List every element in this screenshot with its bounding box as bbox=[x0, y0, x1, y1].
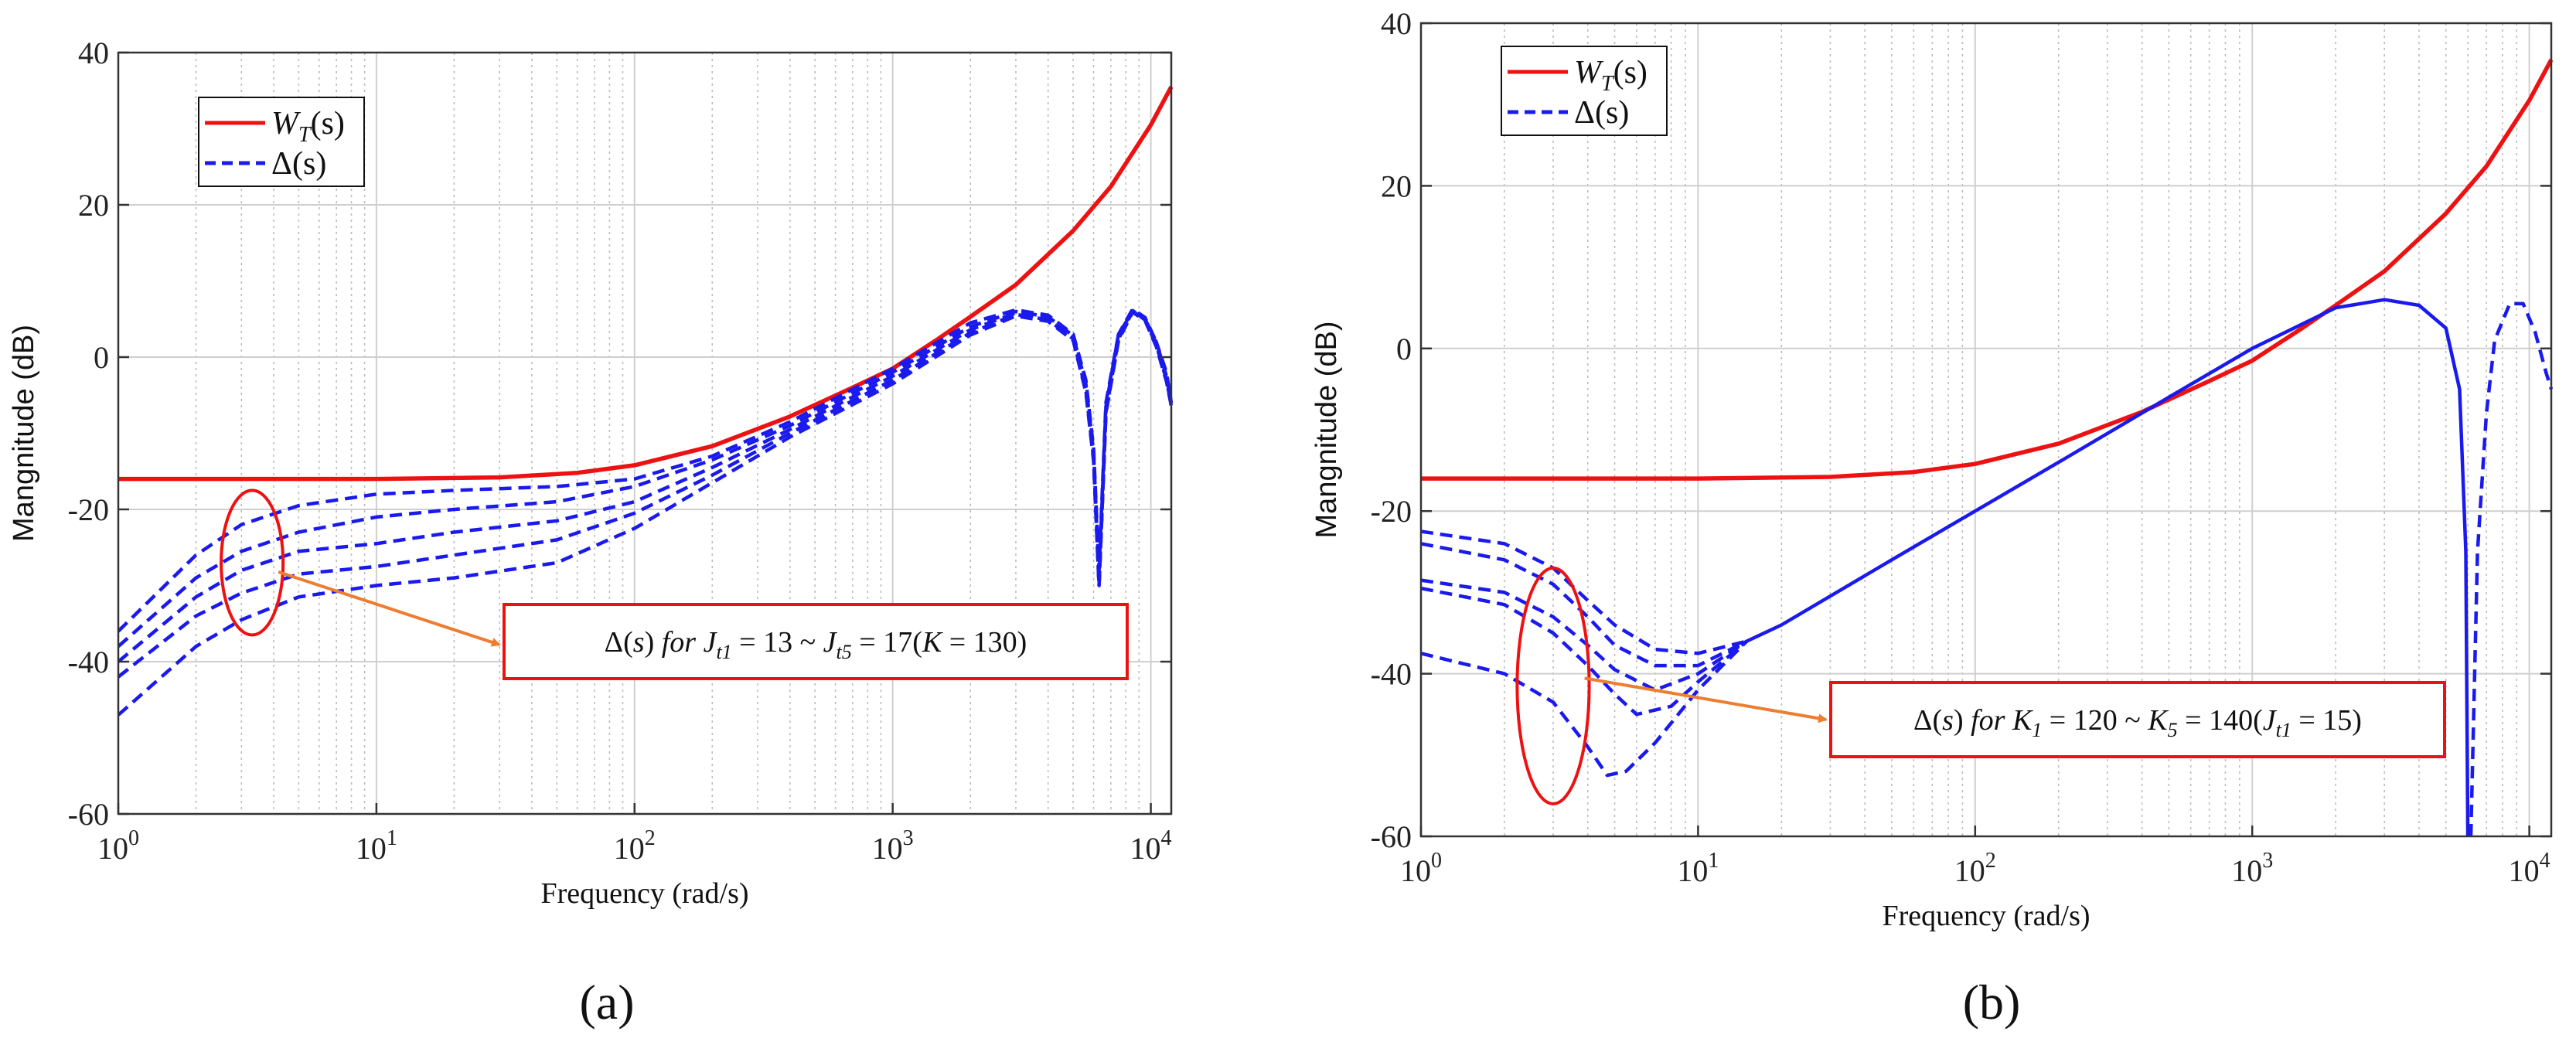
annotation-a: Δ(s) for Jt1 = 13 ~ Jt5 = 17(K = 130) bbox=[220, 489, 1129, 680]
x-tick-label: 103 bbox=[2231, 849, 2273, 888]
legend-a: WT(s)Δ(s) bbox=[198, 97, 365, 187]
x-ticks-b: 100 101 102 103 104 bbox=[1400, 826, 2550, 888]
annotation-box bbox=[503, 603, 1129, 680]
x-ticks-a: 100 101 102 103 104 bbox=[97, 803, 1172, 866]
x-tick-label: 100 bbox=[97, 826, 139, 866]
y-tick-label: -20 bbox=[1371, 494, 1412, 529]
legend-box bbox=[198, 97, 365, 187]
y-tick-label: 20 bbox=[1381, 169, 1412, 203]
y-tick-label: 40 bbox=[1381, 6, 1412, 41]
annotation-ellipse bbox=[220, 489, 285, 637]
legend-label-0: WT(s) bbox=[271, 106, 345, 147]
chart-panel-a: 40 20 0 -20 -40 -60 100 101 102 103 104 Frequency… bbox=[8, 36, 1174, 1030]
x-tick-label: 103 bbox=[872, 826, 914, 866]
y-axis-label-a: Mangnitude (dB) bbox=[8, 325, 40, 542]
series-line-2 bbox=[117, 307, 1174, 648]
legend-label-1: Δ(s) bbox=[271, 146, 326, 182]
annotation-text: Δ(s) for K1 = 120 ~ K5 = 140(Jt1 = 15) bbox=[1913, 704, 2362, 741]
x-tick-label: 104 bbox=[1130, 826, 1172, 866]
x-tick-label: 104 bbox=[2509, 849, 2550, 888]
series-group-a bbox=[117, 86, 1174, 717]
chart-panel-b: 40 20 0 -20 -40 -60 100 101 102 103 104 Frequency… bbox=[1310, 6, 2554, 1030]
y-ticks-b: 40 20 0 -20 -40 -60 bbox=[1371, 6, 2551, 854]
series-group-b bbox=[1420, 58, 2554, 837]
legend-label-0: WT(s) bbox=[1574, 55, 1647, 96]
series-line-4 bbox=[1420, 578, 1748, 692]
y-tick-label: 0 bbox=[1396, 332, 1412, 366]
y-tick-label: -20 bbox=[68, 492, 109, 527]
series-line-5 bbox=[1420, 586, 1748, 717]
y-tick-label: 0 bbox=[94, 340, 109, 375]
y-tick-label: -40 bbox=[68, 645, 109, 679]
panel-label-a: (a) bbox=[579, 975, 634, 1030]
y-tick-label: -60 bbox=[1371, 819, 1412, 854]
y-tick-label: -40 bbox=[1371, 657, 1412, 692]
annotation-text: Δ(s) for Jt1 = 13 ~ Jt5 = 17(K = 130) bbox=[605, 626, 1027, 663]
y-tick-label: 40 bbox=[78, 36, 109, 70]
series-line-0 bbox=[1421, 58, 2554, 481]
x-tick-label: 101 bbox=[1677, 849, 1719, 888]
annotation-b: Δ(s) for K1 = 120 ~ K5 = 140(Jt1 = 15) bbox=[1515, 566, 2446, 805]
y-axis-label-b: Mangnitude (dB) bbox=[1310, 322, 1343, 539]
y-tick-label: -60 bbox=[68, 797, 109, 832]
series-line-2 bbox=[1420, 529, 1748, 655]
legend-b: WT(s)Δ(s) bbox=[1501, 46, 1668, 136]
plot-frame-b bbox=[1419, 22, 2553, 838]
series-line-6 bbox=[1420, 639, 1749, 778]
legend-box bbox=[1501, 46, 1668, 136]
x-tick-label: 102 bbox=[1954, 849, 1996, 888]
x-tick-label: 102 bbox=[614, 826, 656, 866]
panel-label-b: (b) bbox=[1963, 975, 2021, 1030]
x-tick-label: 101 bbox=[356, 826, 397, 866]
annotation-ellipse bbox=[1515, 566, 1591, 805]
plot-frame-a bbox=[117, 51, 1173, 815]
series-line-7 bbox=[2469, 301, 2554, 837]
annotation-arrow bbox=[1584, 676, 1828, 723]
series-line-1 bbox=[1746, 298, 2470, 837]
legend-label-1: Δ(s) bbox=[1574, 95, 1629, 131]
x-axis-label-a: Frequency (rad/s) bbox=[540, 877, 748, 910]
x-tick-label: 100 bbox=[1400, 849, 1442, 888]
y-ticks-a: 40 20 0 -20 -40 -60 bbox=[68, 36, 1171, 832]
y-tick-label: 20 bbox=[78, 188, 109, 223]
series-line-5 bbox=[117, 310, 1174, 717]
annotation-box bbox=[1829, 681, 2446, 758]
annotation-arrow bbox=[278, 570, 501, 647]
x-axis-label-b: Frequency (rad/s) bbox=[1882, 900, 2090, 932]
